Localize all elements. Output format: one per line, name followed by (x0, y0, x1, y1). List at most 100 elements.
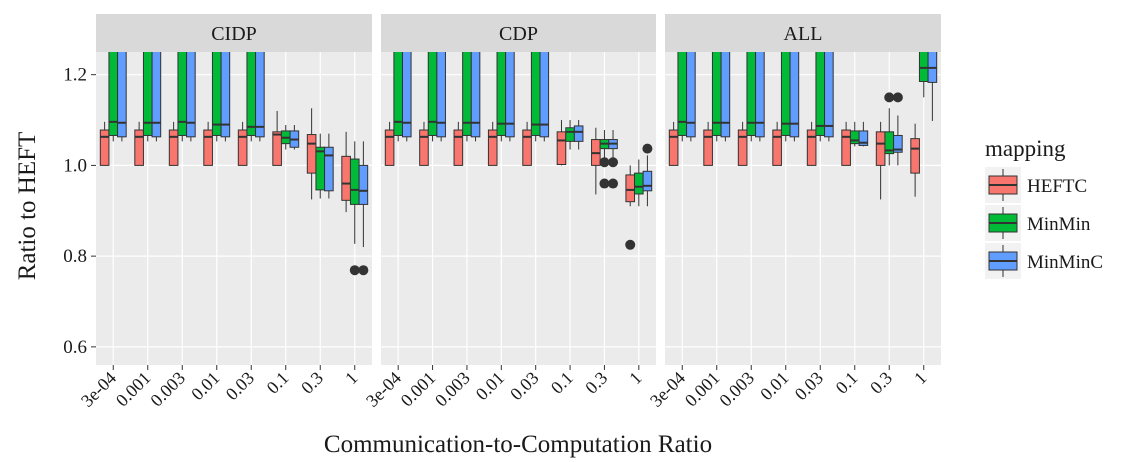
box (237, 129, 248, 166)
y-tick-label: 0.6 (63, 337, 87, 358)
box (573, 125, 584, 142)
legend-title: mapping (985, 136, 1066, 161)
y-tick-label: 1.0 (63, 155, 87, 176)
outlier (625, 239, 636, 250)
box (806, 129, 817, 166)
y-axis-label: Ratio to HEFT (14, 132, 41, 281)
x-tick-label: 0.1 (547, 368, 577, 398)
box (134, 129, 144, 166)
box (772, 129, 782, 166)
x-tick-label: 0.3 (581, 368, 611, 398)
box (151, 52, 162, 138)
box (487, 129, 498, 166)
box (324, 146, 334, 192)
outlier (599, 178, 610, 189)
box (642, 170, 653, 192)
box (841, 129, 851, 166)
x-tick-label: 0.1 (832, 368, 862, 398)
box (470, 52, 481, 138)
outlier (599, 157, 610, 168)
strip (665, 14, 941, 52)
legend-label: MinMin (1027, 214, 1091, 235)
box (720, 52, 731, 138)
legend-label: MinMinC (1027, 252, 1103, 273)
x-tick-label: 0.001 (397, 368, 440, 411)
x-tick-label: 0.03 (791, 368, 827, 404)
outlier (349, 265, 360, 276)
box (556, 131, 567, 165)
box (436, 52, 446, 138)
outlier (642, 143, 653, 154)
box (737, 129, 748, 166)
strip (96, 14, 372, 52)
x-tick-label: 3e-04 (77, 368, 120, 411)
x-tick-label: 0.01 (472, 368, 508, 404)
box (858, 130, 869, 146)
box (203, 129, 213, 166)
x-axis-label: Communication-to-Computation Ratio (324, 431, 712, 458)
box (849, 130, 860, 145)
box (186, 52, 196, 138)
box (539, 52, 550, 138)
x-tick-label: 0.3 (866, 368, 896, 398)
outlier (358, 265, 369, 276)
box (910, 138, 920, 174)
box (358, 164, 369, 205)
outlier (892, 92, 903, 103)
x-tick-label: 0.03 (222, 368, 258, 404)
box (875, 131, 886, 166)
box (99, 129, 110, 166)
box (220, 52, 231, 138)
x-tick-label: 0.003 (146, 368, 189, 411)
facet-title: CIDP (211, 23, 257, 45)
box (565, 127, 575, 142)
x-tick-label: 0.3 (297, 368, 327, 398)
box (703, 129, 713, 166)
x-tick-label: 1 (910, 368, 931, 389)
box (315, 146, 326, 191)
x-tick-label: 0.1 (263, 368, 293, 398)
x-tick-label: 0.001 (112, 368, 155, 411)
y-tick-label: 0.8 (63, 246, 87, 267)
plot-area (668, 52, 938, 200)
box (893, 134, 903, 153)
x-tick-label: 0.03 (506, 368, 542, 404)
box (272, 131, 282, 166)
box (401, 52, 412, 138)
box (255, 52, 265, 138)
panel-background (381, 52, 656, 365)
panel-background (96, 52, 372, 365)
box (341, 155, 351, 201)
x-tick-label: 0.001 (681, 368, 724, 411)
plot-area (99, 52, 369, 276)
legend-label: HEFTC (1027, 176, 1087, 197)
x-tick-label: 1 (625, 368, 646, 389)
outlier (884, 92, 895, 103)
box (453, 129, 464, 166)
box (349, 158, 360, 205)
box (625, 174, 636, 203)
box (384, 129, 395, 166)
box (686, 52, 696, 138)
x-tick-label: 3e-04 (362, 368, 405, 411)
box (505, 52, 515, 138)
outlier (608, 178, 619, 189)
box (789, 52, 800, 138)
x-tick-label: 1 (341, 368, 362, 389)
facet-title: ALL (784, 23, 823, 45)
box (824, 52, 834, 138)
x-tick-label: 0.003 (431, 368, 474, 411)
box (668, 129, 679, 166)
facet-title: CDP (499, 23, 538, 45)
box (306, 134, 317, 174)
outlier (608, 157, 619, 168)
box (634, 172, 644, 195)
box (522, 129, 532, 166)
plot-area (384, 52, 653, 250)
x-tick-label: 3e-04 (646, 368, 689, 411)
box (419, 129, 429, 166)
strip (381, 14, 656, 52)
panel-background (665, 52, 941, 365)
box (755, 52, 765, 138)
